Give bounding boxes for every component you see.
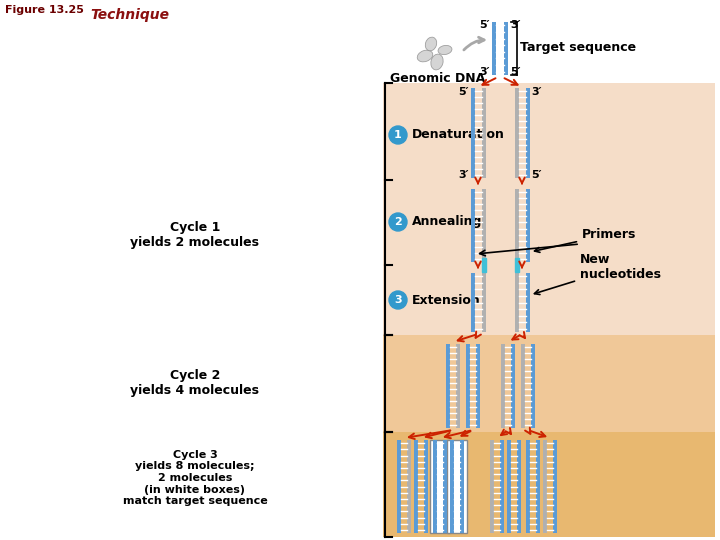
Bar bbox=[446, 344, 450, 428]
Ellipse shape bbox=[418, 50, 433, 62]
Text: Technique: Technique bbox=[90, 8, 169, 22]
Bar bbox=[383, 432, 715, 537]
Text: Target sequence: Target sequence bbox=[520, 42, 636, 55]
Text: Cycle 1
yields 2 molecules: Cycle 1 yields 2 molecules bbox=[130, 221, 259, 249]
Bar bbox=[470, 88, 474, 178]
Bar bbox=[482, 258, 485, 272]
Text: 3: 3 bbox=[394, 295, 402, 305]
Bar bbox=[476, 344, 480, 428]
Bar bbox=[447, 440, 467, 533]
Bar bbox=[515, 258, 518, 272]
Bar bbox=[470, 273, 474, 332]
Text: 3′: 3′ bbox=[531, 87, 541, 97]
Ellipse shape bbox=[431, 54, 443, 70]
Text: 3′: 3′ bbox=[459, 170, 469, 180]
Bar bbox=[482, 273, 485, 332]
Bar bbox=[482, 189, 485, 262]
Bar bbox=[504, 22, 508, 75]
Bar bbox=[501, 344, 505, 428]
Bar bbox=[511, 344, 515, 428]
Text: Annealing: Annealing bbox=[412, 215, 482, 228]
Ellipse shape bbox=[426, 37, 437, 51]
Text: 2: 2 bbox=[394, 217, 402, 227]
Circle shape bbox=[389, 213, 407, 231]
Bar bbox=[383, 335, 715, 432]
Bar bbox=[500, 440, 504, 533]
Bar bbox=[526, 440, 530, 533]
Text: 5′: 5′ bbox=[459, 87, 469, 97]
Bar bbox=[490, 440, 494, 533]
Text: 5′: 5′ bbox=[510, 67, 521, 77]
Text: New
nucleotides: New nucleotides bbox=[534, 253, 661, 294]
Bar bbox=[515, 88, 518, 178]
Bar bbox=[515, 189, 518, 262]
Bar bbox=[507, 440, 511, 533]
Bar bbox=[521, 344, 525, 428]
Text: 5′: 5′ bbox=[531, 170, 541, 180]
Circle shape bbox=[389, 126, 407, 144]
Bar bbox=[470, 189, 474, 262]
Text: Extension: Extension bbox=[412, 294, 481, 307]
Bar bbox=[466, 344, 470, 428]
Bar bbox=[450, 440, 454, 533]
Text: Denaturation: Denaturation bbox=[412, 129, 505, 141]
Text: 5′: 5′ bbox=[480, 20, 490, 30]
Bar bbox=[536, 440, 540, 533]
Bar bbox=[531, 344, 535, 428]
Bar bbox=[543, 440, 547, 533]
Text: Figure 13.25: Figure 13.25 bbox=[5, 5, 84, 15]
Bar bbox=[383, 83, 715, 335]
Text: Genomic DNA: Genomic DNA bbox=[390, 71, 485, 84]
Bar bbox=[443, 440, 447, 533]
Bar bbox=[460, 440, 464, 533]
Bar bbox=[526, 189, 529, 262]
Text: Cycle 3
yields 8 molecules;
2 molecules
(in white boxes)
match target sequence: Cycle 3 yields 8 molecules; 2 molecules … bbox=[122, 450, 267, 506]
Bar bbox=[456, 344, 460, 428]
Bar bbox=[515, 273, 518, 332]
Bar bbox=[414, 440, 418, 533]
Bar bbox=[492, 22, 496, 75]
Bar bbox=[433, 440, 437, 533]
Bar bbox=[526, 273, 529, 332]
Bar bbox=[482, 88, 485, 178]
Circle shape bbox=[389, 291, 407, 309]
Ellipse shape bbox=[438, 45, 452, 55]
Text: Cycle 2
yields 4 molecules: Cycle 2 yields 4 molecules bbox=[130, 369, 259, 397]
Text: 3′: 3′ bbox=[480, 67, 490, 77]
Bar bbox=[407, 440, 411, 533]
Bar bbox=[526, 88, 529, 178]
Text: Primers: Primers bbox=[534, 228, 636, 252]
Bar bbox=[553, 440, 557, 533]
Bar bbox=[430, 440, 450, 533]
Bar bbox=[424, 440, 428, 533]
Bar bbox=[517, 440, 521, 533]
Text: 3′: 3′ bbox=[510, 20, 521, 30]
Text: 1: 1 bbox=[394, 130, 402, 140]
Bar bbox=[397, 440, 401, 533]
